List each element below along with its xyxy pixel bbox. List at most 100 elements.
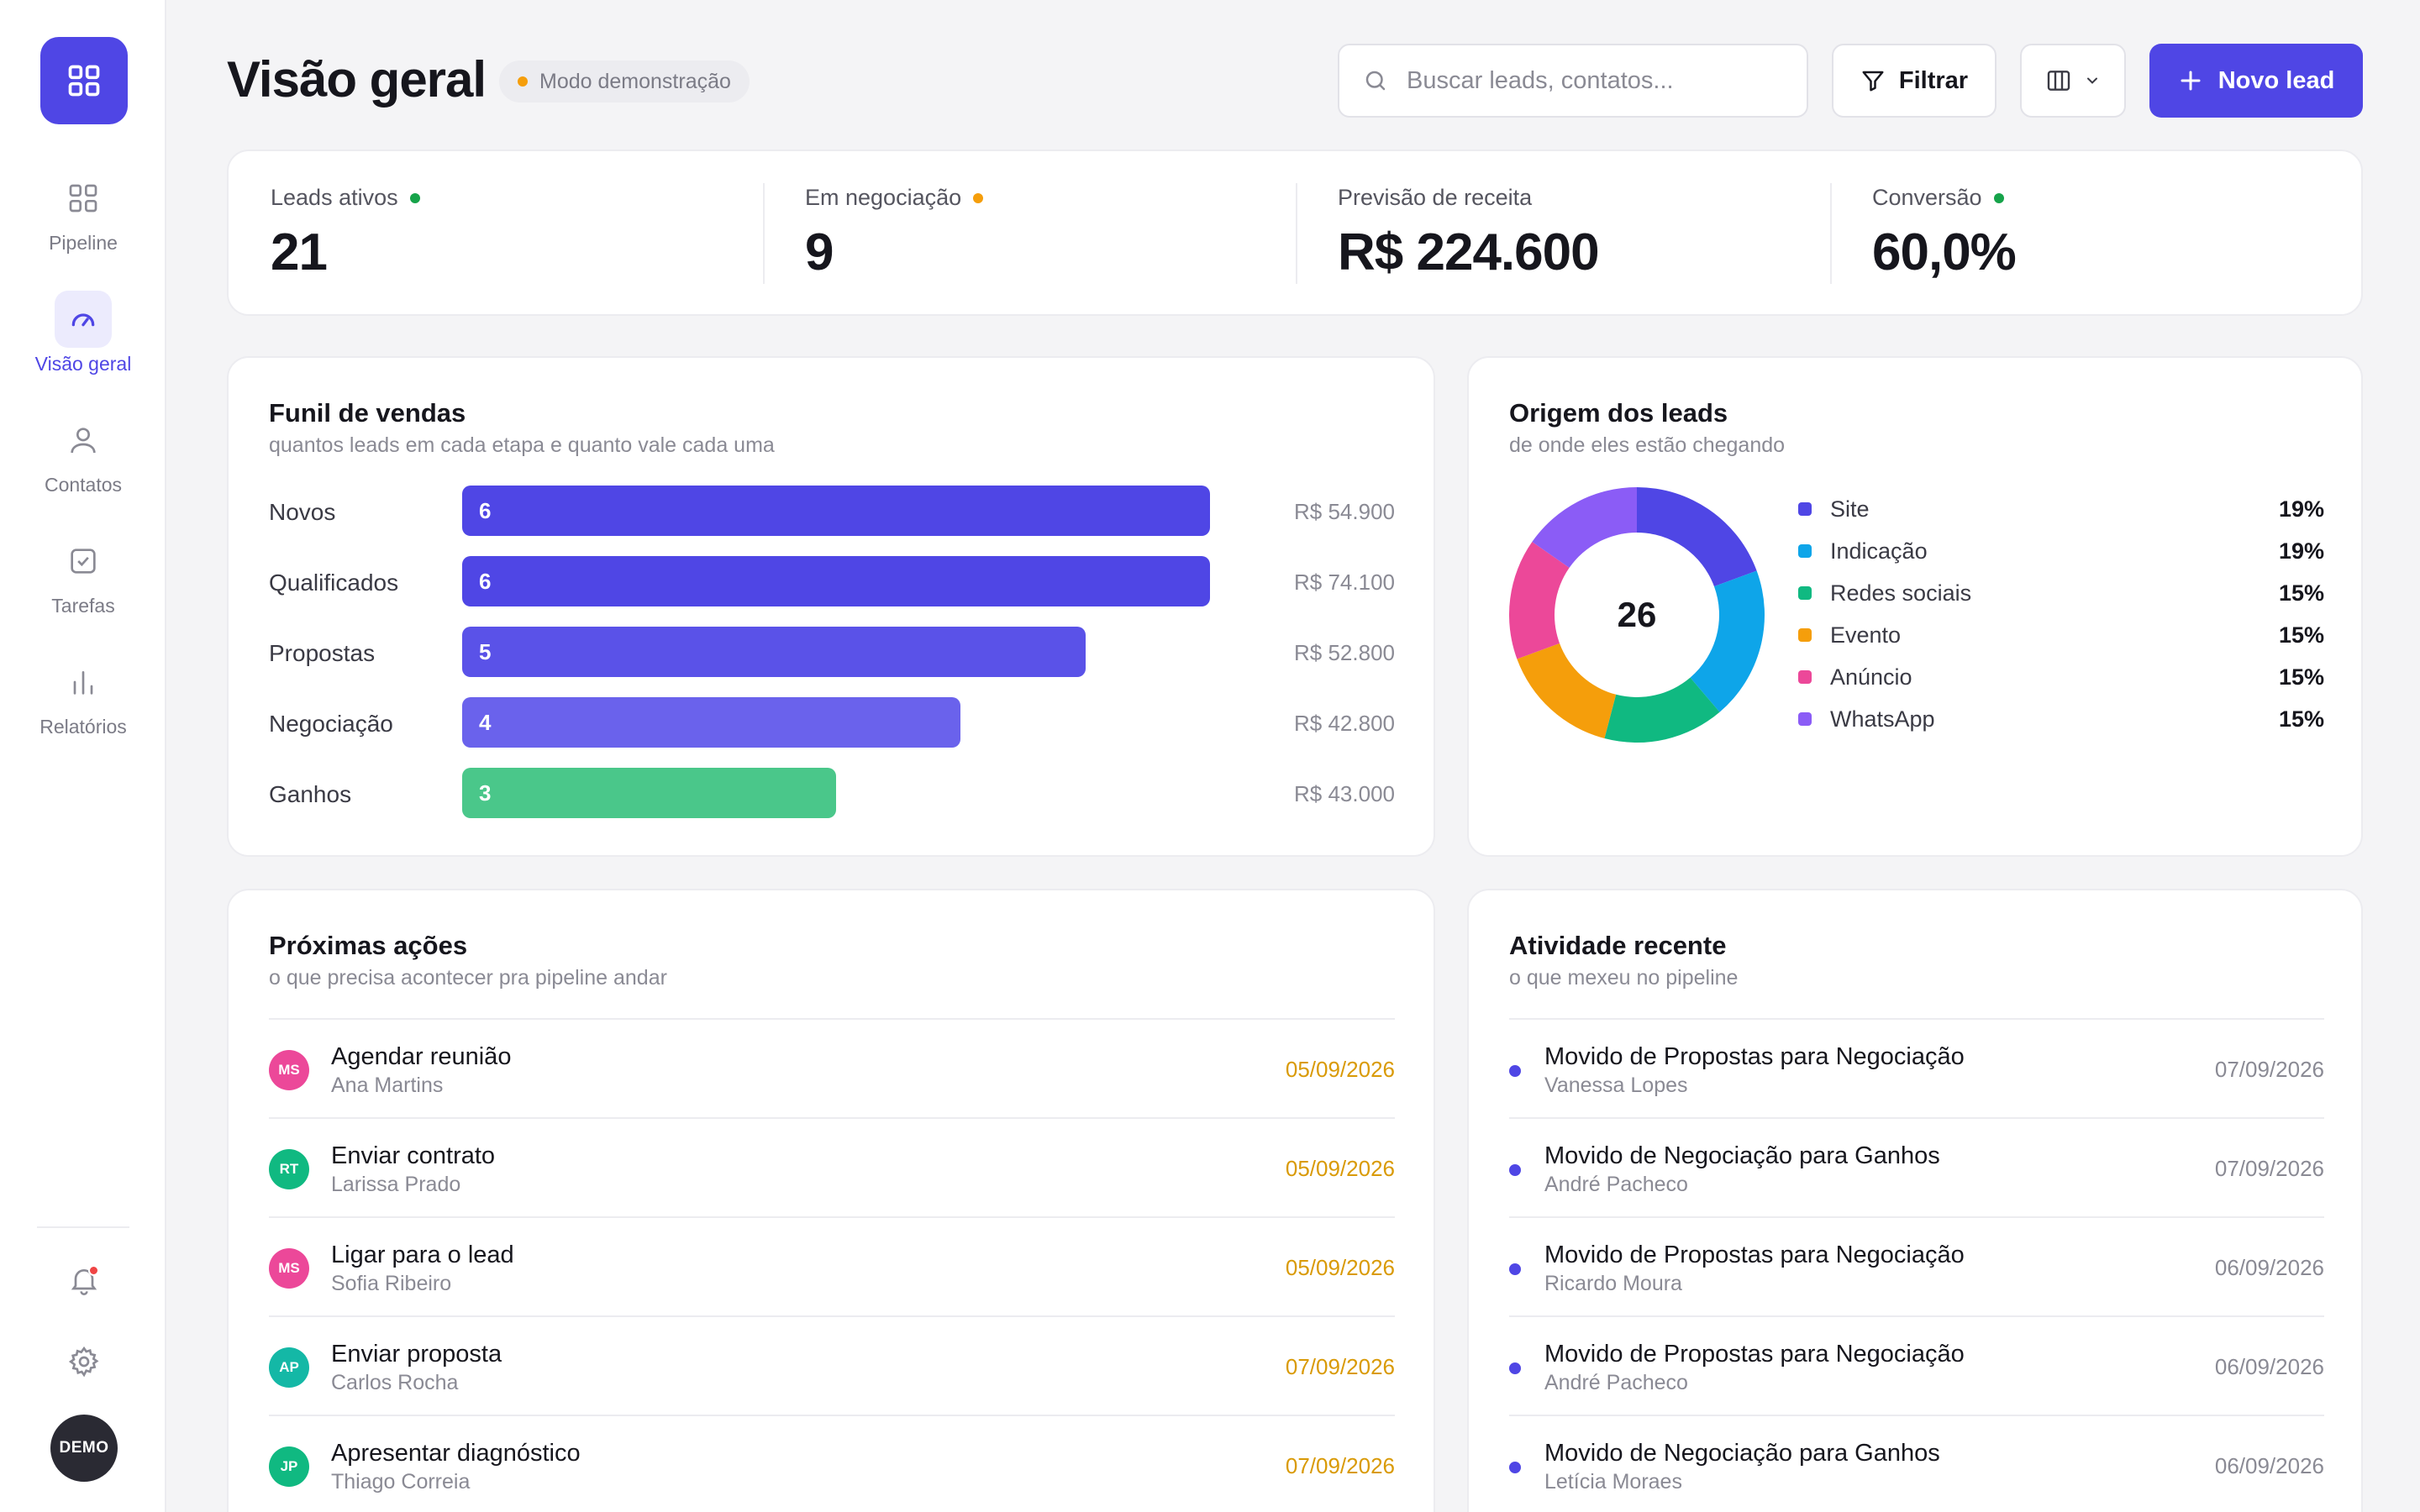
funnel-bar[interactable]: 3 — [462, 768, 836, 818]
action-row[interactable]: RT Enviar contrato Larissa Prado 05/09/2026 — [269, 1117, 1395, 1216]
donut-slice-3[interactable] — [1604, 677, 1720, 743]
sidebar-item-contatos[interactable]: Contatos — [0, 412, 166, 496]
activity-dot — [1509, 1462, 1521, 1473]
action-contact: Larissa Prado — [331, 1173, 461, 1196]
kpi-em-negociacao: Em negociação 9 — [805, 185, 984, 282]
card-subtitle: o que precisa acontecer pra pipeline and… — [269, 966, 667, 990]
kpi-value: 9 — [805, 223, 834, 281]
legend-percent: 15% — [2278, 664, 2324, 690]
funnel-bar[interactable]: 5 — [462, 627, 1086, 677]
settings-button[interactable] — [64, 1341, 104, 1382]
search-box[interactable] — [1338, 44, 1808, 118]
status-dot — [1993, 192, 2004, 203]
sidebar-item-tarefas[interactable]: Tarefas — [0, 533, 166, 617]
funnel-bar[interactable]: 4 — [462, 697, 960, 748]
card-title: Funil de vendas — [269, 398, 466, 428]
chevron-down-icon — [2087, 77, 2097, 84]
donut-slice-6[interactable] — [1532, 487, 1637, 568]
activity-title: Movido de Propostas para Negociação — [1544, 1242, 1965, 1268]
activity-row[interactable]: Movido de Propostas para Negociação Vanes… — [1509, 1018, 2324, 1117]
activity-row[interactable]: Movido de Propostas para Negociação André… — [1509, 1315, 2324, 1415]
action-due-date: 07/09/2026 — [1285, 1354, 1395, 1379]
legend-item: Indicação 19% — [1798, 534, 2324, 568]
activity-dot — [1509, 1164, 1521, 1176]
funnel-bar[interactable]: 6 — [462, 486, 1210, 536]
funnel-bar[interactable]: 6 — [462, 556, 1210, 606]
donut-slice-1[interactable] — [1637, 487, 1757, 587]
filter-label: Filtrar — [1898, 66, 1969, 94]
bar-chart-icon — [73, 671, 93, 695]
activity-title: Movido de Negociação para Ganhos — [1544, 1440, 1940, 1467]
donut-slice-4[interactable] — [1517, 643, 1617, 739]
activity-row[interactable]: Movido de Negociação para Ganhos André Pa… — [1509, 1117, 2324, 1216]
kpi-value: 21 — [271, 223, 328, 281]
bell-icon — [71, 1269, 97, 1295]
search-input[interactable] — [1407, 66, 1776, 95]
donut-slice-2[interactable] — [1690, 570, 1765, 712]
action-row[interactable]: JP Apresentar diagnóstico Thiago Correia 07… — [269, 1415, 1395, 1512]
legend-swatch — [1798, 628, 1812, 642]
sidebar-item-visao-geral[interactable]: Visão geral — [0, 291, 166, 375]
funnel-card: Funil de vendas quantos leads em cada et… — [227, 356, 1435, 857]
card-subtitle: o que mexeu no pipeline — [1509, 966, 1739, 990]
search-icon — [1365, 71, 1386, 91]
card-title: Atividade recente — [1509, 931, 1727, 960]
funnel-stage-value: R$ 74.100 — [1294, 570, 1395, 595]
activity-date: 06/09/2026 — [2214, 1354, 2324, 1379]
activity-dot — [1509, 1362, 1521, 1374]
activity-title: Movido de Propostas para Negociação — [1544, 1043, 1965, 1070]
activity-row[interactable]: Movido de Propostas para Negociação Ricar… — [1509, 1216, 2324, 1315]
activity-row[interactable]: Movido de Negociação para Ganhos Letícia … — [1509, 1415, 2324, 1512]
status-dot — [518, 76, 528, 87]
legend-item: Redes sociais 15% — [1798, 576, 2324, 610]
action-contact: Carlos Rocha — [331, 1371, 459, 1394]
funnel-row: Novos 6 R$ 54.900 — [269, 486, 1395, 536]
donut-total: 26 — [1617, 595, 1657, 634]
donut-slice-5[interactable] — [1509, 542, 1570, 659]
kpi-value: 60,0% — [1872, 223, 2017, 281]
activity-dot — [1509, 1263, 1521, 1275]
filter-button[interactable]: Filtrar — [1832, 44, 1996, 118]
columns-dropdown[interactable] — [2020, 44, 2126, 118]
user-avatar[interactable]: DEMO — [50, 1415, 118, 1482]
new-lead-label: Novo lead — [2217, 66, 2335, 94]
activity-contact: Letícia Moraes — [1544, 1470, 1682, 1494]
kpi-divider — [1296, 183, 1297, 284]
action-row[interactable]: MS Ligar para o lead Sofia Ribeiro 05/09/20… — [269, 1216, 1395, 1315]
sidebar-item-label: Visão geral — [34, 353, 132, 375]
legend-swatch — [1798, 670, 1812, 684]
grid-icon — [69, 184, 97, 213]
action-row[interactable]: MS Agendar reunião Ana Martins 05/09/2026 — [269, 1018, 1395, 1117]
grid-icon — [68, 65, 100, 97]
action-title: Enviar contrato — [331, 1142, 496, 1169]
funnel-stage-label: Negociação — [269, 711, 393, 737]
funnel-stage-value: R$ 54.900 — [1294, 499, 1395, 524]
sidebar-item-relatorios[interactable]: Relatórios — [0, 654, 166, 738]
action-row[interactable]: AP Enviar proposta Carlos Rocha 07/09/2026 — [269, 1315, 1395, 1415]
funnel-row: Propostas 5 R$ 52.800 — [269, 627, 1395, 677]
kpi-card: Leads ativos 21 Em negociação 9 Previsão… — [227, 150, 2363, 316]
activity-date: 07/09/2026 — [2214, 1057, 2324, 1082]
activity-date: 06/09/2026 — [2214, 1453, 2324, 1478]
legend-label: Redes sociais — [1830, 580, 1972, 606]
legend-swatch — [1798, 586, 1812, 600]
avatar: AP — [269, 1347, 309, 1388]
sidebar: Pipeline Visão geral Contatos Tarefas — [0, 0, 166, 1512]
action-contact: Thiago Correia — [331, 1470, 471, 1494]
legend-swatch — [1798, 712, 1812, 726]
card-title: Origem dos leads — [1509, 398, 1728, 428]
checkbox-icon — [71, 549, 96, 574]
legend-label: Evento — [1830, 622, 1902, 648]
legend-item: Evento 15% — [1798, 618, 2324, 652]
legend-item: Site 19% — [1798, 492, 2324, 526]
card-title: Próximas ações — [269, 931, 468, 960]
demo-mode-badge: Modo demonstração — [499, 60, 750, 102]
activity-contact: Ricardo Moura — [1544, 1272, 1682, 1295]
funnel-stage-label: Ganhos — [269, 781, 352, 807]
app-logo[interactable] — [40, 37, 128, 124]
notifications-button[interactable] — [64, 1260, 104, 1300]
sidebar-item-pipeline[interactable]: Pipeline — [0, 170, 166, 255]
user-icon — [71, 428, 96, 454]
new-lead-button[interactable]: Novo lead — [2149, 44, 2363, 118]
avatar: MS — [269, 1248, 309, 1289]
